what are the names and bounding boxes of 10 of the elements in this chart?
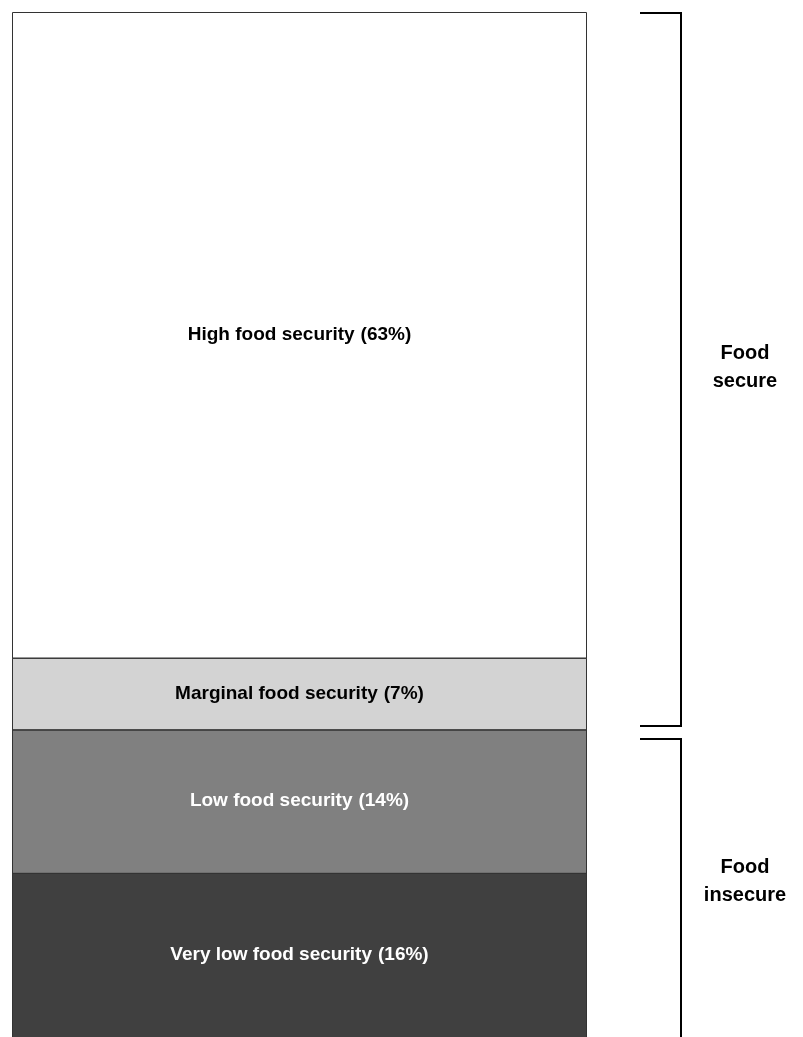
data-label: (16%) — [377, 943, 429, 965]
series-label: Marginal food security — [175, 681, 379, 703]
text: Food secure — [711, 340, 779, 393]
series-label: Low food security — [189, 789, 353, 811]
series-label: Very low food security — [170, 943, 373, 965]
series-label: High food security — [187, 323, 355, 345]
data-label: (14%) — [358, 789, 410, 811]
data-label: (7%) — [383, 681, 424, 703]
text: Food insecure — [702, 854, 788, 907]
data-label: (63%) — [360, 323, 412, 345]
